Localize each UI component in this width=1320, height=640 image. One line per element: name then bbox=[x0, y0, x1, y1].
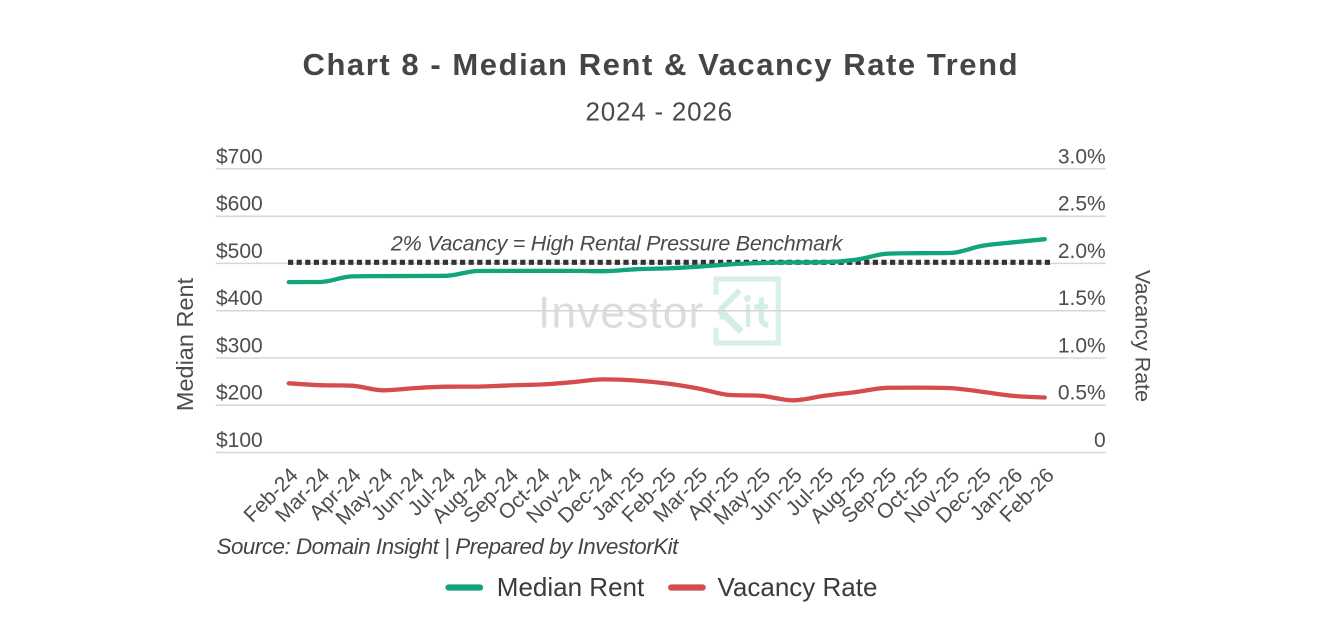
svg-text:$100: $100 bbox=[216, 429, 263, 452]
svg-text:Median Rent: Median Rent bbox=[497, 572, 645, 602]
svg-text:$400: $400 bbox=[216, 287, 263, 310]
svg-text:Median Rent: Median Rent bbox=[172, 277, 198, 411]
svg-text:$700: $700 bbox=[216, 145, 263, 168]
svg-text:0.5%: 0.5% bbox=[1058, 382, 1106, 405]
svg-text:2.0%: 2.0% bbox=[1058, 240, 1106, 263]
svg-text:$300: $300 bbox=[216, 335, 263, 358]
svg-text:2024 - 2026: 2024 - 2026 bbox=[586, 96, 733, 126]
svg-text:2% Vacancy = High Rental Press: 2% Vacancy = High Rental Pressure Benchm… bbox=[390, 232, 844, 256]
svg-text:Vacancy Rate: Vacancy Rate bbox=[718, 572, 878, 602]
svg-text:3.0%: 3.0% bbox=[1058, 145, 1106, 168]
svg-text:$600: $600 bbox=[216, 193, 263, 216]
svg-text:Chart 8 - Median Rent & Vacanc: Chart 8 - Median Rent & Vacancy Rate Tre… bbox=[303, 47, 1018, 82]
svg-text:Vacancy Rate: Vacancy Rate bbox=[1131, 270, 1155, 402]
svg-text:2.5%: 2.5% bbox=[1058, 193, 1106, 216]
svg-text:$500: $500 bbox=[216, 240, 263, 263]
svg-text:1.0%: 1.0% bbox=[1058, 335, 1106, 358]
svg-text:Source: Domain Insight | Prepa: Source: Domain Insight | Prepared by Inv… bbox=[217, 534, 680, 559]
svg-text:1.5%: 1.5% bbox=[1058, 287, 1106, 310]
svg-text:Investor: Investor bbox=[538, 289, 704, 338]
svg-text:$200: $200 bbox=[216, 382, 263, 405]
svg-text:0: 0 bbox=[1094, 429, 1106, 452]
